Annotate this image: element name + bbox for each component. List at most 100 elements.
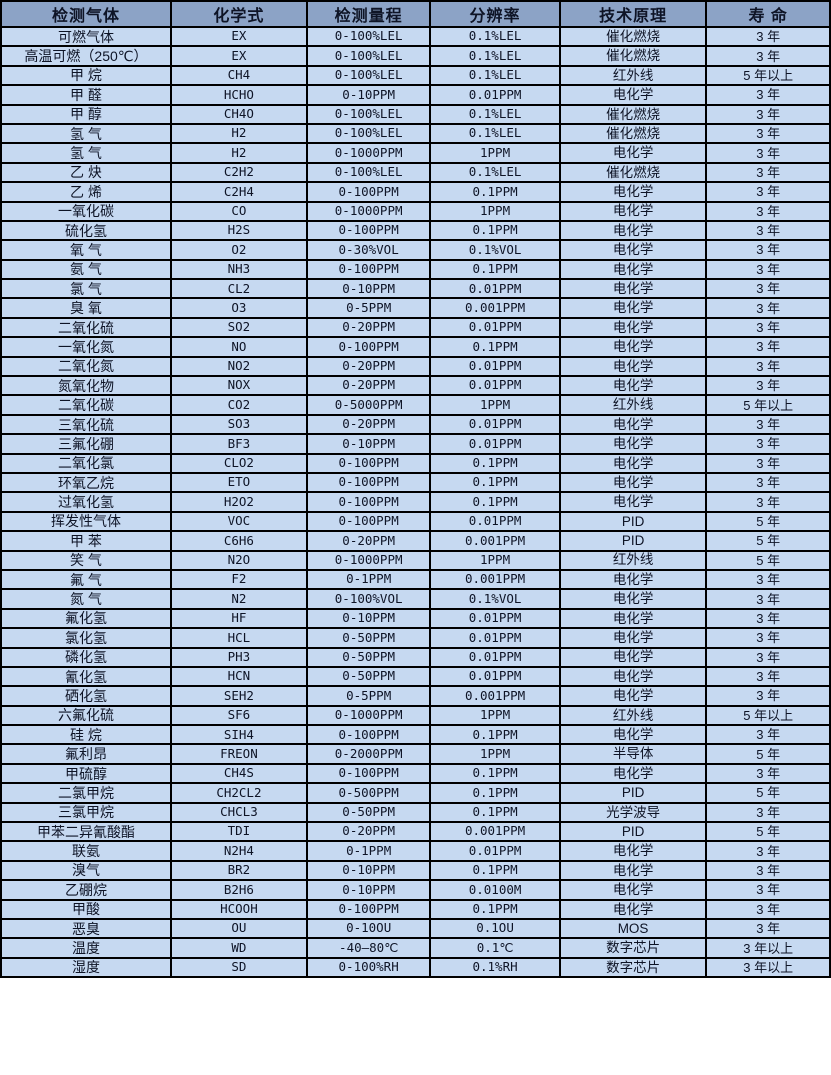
cell-lifespan: 3 年 xyxy=(705,588,831,610)
cell-formula: N2H4 xyxy=(169,840,308,862)
cell-resolution: 0.01PPM xyxy=(429,316,561,339)
cell-resolution: 0.1PPM xyxy=(429,782,561,804)
cell-formula: HCL xyxy=(169,627,308,649)
cell-range: 0-100%LEL xyxy=(305,103,432,125)
cell-lifespan: 5 年 xyxy=(705,549,831,571)
cell-range: 0-100PPM xyxy=(305,471,432,494)
cell-range: 0-100%VOL xyxy=(305,588,432,610)
cell-range: 0-5PPM xyxy=(305,685,432,707)
table-row: 氯 气 CL2 0-10PPM 0.01PPM 电化学 3 年 xyxy=(0,278,831,300)
cell-principle: 红外线 xyxy=(558,704,708,727)
cell-formula: SD xyxy=(169,956,308,979)
cell-gas: 甲 醇 xyxy=(0,103,172,125)
cell-resolution: 0.1%LEL xyxy=(429,64,561,87)
cell-principle: PID xyxy=(558,782,708,804)
table-row: 恶臭 OU 0-10OU 0.1OU MOS 3 年 xyxy=(0,917,831,940)
cell-resolution: 0.001PPM xyxy=(429,820,561,843)
cell-lifespan: 5 年 xyxy=(705,530,831,552)
cell-principle: 电化学 xyxy=(558,898,708,920)
cell-principle: MOS xyxy=(558,917,708,940)
cell-range: 0-100PPM xyxy=(305,181,432,203)
cell-lifespan: 3 年 xyxy=(705,471,831,494)
cell-range: 0-20PPM xyxy=(305,375,432,397)
cell-principle: 电化学 xyxy=(558,627,708,649)
cell-resolution: 0.1PPM xyxy=(429,219,561,242)
cell-gas: 二氧化碳 xyxy=(0,394,172,416)
cell-lifespan: 3 年 xyxy=(705,917,831,940)
cell-range: 0-100%LEL xyxy=(305,161,432,184)
cell-principle: 电化学 xyxy=(558,491,708,513)
cell-gas: 温度 xyxy=(0,937,172,959)
cell-lifespan: 3 年 xyxy=(705,898,831,920)
cell-principle: 电化学 xyxy=(558,413,708,436)
table-row: 甲苯二异氰酸酯 TDI 0-20PPM 0.001PPM PID 5 年 xyxy=(0,820,831,843)
header-principle: 技术原理 xyxy=(558,0,708,28)
cell-principle: 电化学 xyxy=(558,724,708,746)
cell-resolution: 0.1PPM xyxy=(429,491,561,513)
table-row: 二氧化硫 SO2 0-20PPM 0.01PPM 电化学 3 年 xyxy=(0,316,831,339)
cell-resolution: 1PPM xyxy=(429,743,561,765)
cell-gas: 可燃气体 xyxy=(0,25,172,48)
cell-formula: VOC xyxy=(169,510,308,533)
table-row: 甲 醇 CH4O 0-100%LEL 0.1%LEL 催化燃烧 3 年 xyxy=(0,103,831,125)
cell-resolution: 0.0100M xyxy=(429,879,561,901)
cell-range: 0-500PPM xyxy=(305,782,432,804)
cell-resolution: 0.1PPM xyxy=(429,471,561,494)
cell-lifespan: 3 年 xyxy=(705,627,831,649)
cell-formula: SIH4 xyxy=(169,724,308,746)
cell-formula: F2 xyxy=(169,568,308,591)
cell-range: 0-100%LEL xyxy=(305,45,432,67)
cell-formula: SO3 xyxy=(169,413,308,436)
cell-gas: 六氟化硫 xyxy=(0,704,172,727)
cell-formula: CLO2 xyxy=(169,452,308,475)
cell-lifespan: 3 年 xyxy=(705,278,831,300)
table-row: 二氯甲烷 CH2CL2 0-500PPM 0.1PPM PID 5 年 xyxy=(0,782,831,804)
table-row: 挥发性气体 VOC 0-100PPM 0.01PPM PID 5 年 xyxy=(0,510,831,533)
table-row: 磷化氢 PH3 0-50PPM 0.01PPM 电化学 3 年 xyxy=(0,646,831,668)
cell-lifespan: 3 年 xyxy=(705,607,831,630)
table-row: 氢 气 H2 0-1000PPM 1PPM 电化学 3 年 xyxy=(0,142,831,164)
cell-resolution: 0.1%VOL xyxy=(429,588,561,610)
cell-resolution: 0.1OU xyxy=(429,917,561,940)
cell-formula: OU xyxy=(169,917,308,940)
cell-range: 0-50PPM xyxy=(305,627,432,649)
table-row: 氟 气 F2 0-1PPM 0.001PPM 电化学 3 年 xyxy=(0,568,831,591)
cell-range: 0-10PPM xyxy=(305,859,432,882)
cell-lifespan: 3 年以上 xyxy=(705,937,831,959)
table-row: 氟化氢 HF 0-10PPM 0.01PPM 电化学 3 年 xyxy=(0,607,831,630)
header-resolution: 分辨率 xyxy=(429,0,561,28)
cell-lifespan: 3 年 xyxy=(705,840,831,862)
cell-gas: 三氯甲烷 xyxy=(0,801,172,824)
cell-principle: 电化学 xyxy=(558,84,708,106)
cell-gas: 氯化氢 xyxy=(0,627,172,649)
cell-range: 0-1000PPM xyxy=(305,704,432,727)
cell-gas: 甲硫醇 xyxy=(0,762,172,785)
table-row: 氧 气 O2 0-30%VOL 0.1%VOL 电化学 3 年 xyxy=(0,239,831,261)
cell-principle: 红外线 xyxy=(558,394,708,416)
cell-lifespan: 3 年 xyxy=(705,161,831,184)
cell-gas: 氧 气 xyxy=(0,239,172,261)
cell-principle: 电化学 xyxy=(558,181,708,203)
cell-principle: 电化学 xyxy=(558,762,708,785)
cell-principle: 电化学 xyxy=(558,452,708,475)
gas-sensor-spec-table: 检测气体 化学式 检测量程 分辨率 技术原理 寿 命 可燃气体 EX 0-100%L… xyxy=(0,0,831,979)
cell-resolution: 0.01PPM xyxy=(429,375,561,397)
cell-resolution: 1PPM xyxy=(429,142,561,164)
cell-range: 0-20PPM xyxy=(305,820,432,843)
cell-principle: 催化燃烧 xyxy=(558,25,708,48)
cell-lifespan: 3 年 xyxy=(705,336,831,358)
cell-formula: B2H6 xyxy=(169,879,308,901)
cell-lifespan: 3 年 xyxy=(705,452,831,475)
cell-range: 0-20PPM xyxy=(305,530,432,552)
cell-resolution: 0.01PPM xyxy=(429,510,561,533)
cell-formula: O2 xyxy=(169,239,308,261)
table-row: 高温可燃（250℃） EX 0-100%LEL 0.1%LEL 催化燃烧 3 年 xyxy=(0,45,831,67)
cell-range: 0-10OU xyxy=(305,917,432,940)
cell-resolution: 0.01PPM xyxy=(429,413,561,436)
table-row: 二氧化氮 NO2 0-20PPM 0.01PPM 电化学 3 年 xyxy=(0,355,831,378)
cell-principle: 电化学 xyxy=(558,375,708,397)
cell-lifespan: 3 年 xyxy=(705,200,831,222)
table-row: 溴气 BR2 0-10PPM 0.1PPM 电化学 3 年 xyxy=(0,859,831,882)
cell-range: 0-100PPM xyxy=(305,452,432,475)
cell-formula: HF xyxy=(169,607,308,630)
